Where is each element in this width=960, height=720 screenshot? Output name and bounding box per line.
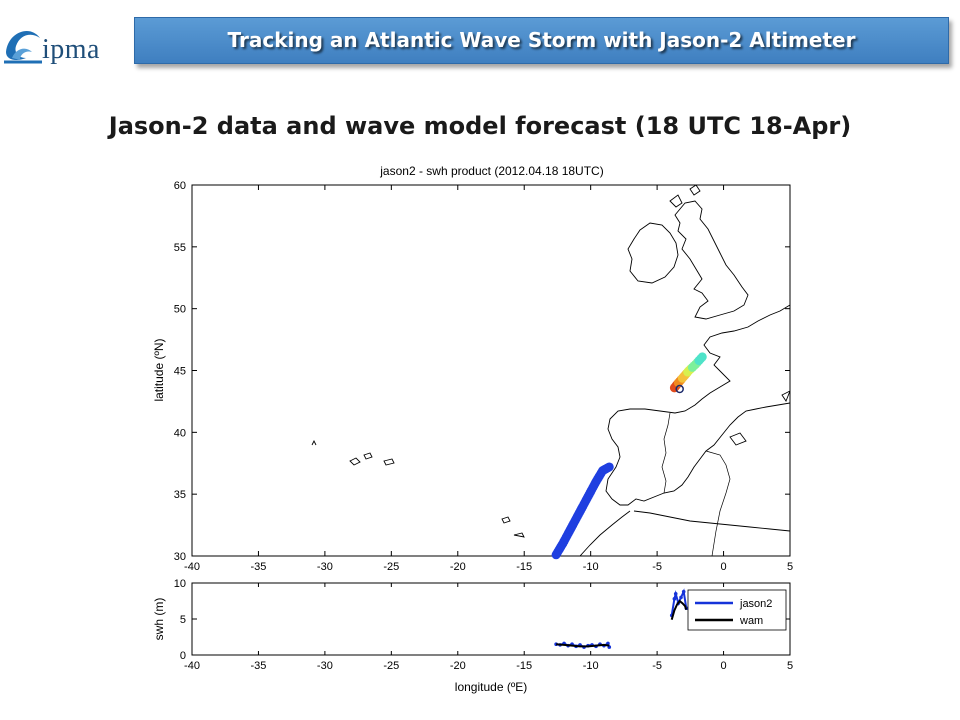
map-x-tick-label: -35 — [250, 561, 266, 573]
swh-y-tick-label: 10 — [174, 578, 186, 590]
track-point-north — [697, 352, 707, 362]
swh-x-tick-label: -40 — [184, 660, 200, 672]
map-y-ticks: 30 35 40 45 50 55 60 — [174, 180, 790, 563]
swh-series — [554, 588, 689, 649]
map-x-tick-label: 0 — [720, 561, 726, 573]
swh-point-jason2 — [673, 592, 678, 596]
island-outline — [689, 185, 701, 196]
map-x-tick-label: 5 — [787, 561, 793, 573]
banner-title: Tracking an Atlantic Wave Storm with Jas… — [227, 28, 856, 52]
legend-jason2-label: jason2 — [739, 598, 772, 610]
swh-x-tick-label: -15 — [516, 660, 532, 672]
map-x-tick-label: -20 — [450, 561, 466, 573]
map-y-tick-label: 35 — [174, 489, 186, 501]
island-outline — [781, 390, 790, 402]
swh-point-jason2 — [672, 597, 677, 601]
azores-outline — [349, 457, 361, 466]
map-y-tick-label: 55 — [174, 242, 186, 254]
map-panel: jason2 - swh product (2012.04.18 18UTC) — [152, 164, 793, 573]
title-banner: Tracking an Atlantic Wave Storm with Jas… — [134, 17, 949, 64]
madeira-outline — [501, 516, 511, 524]
swh-panel: -40 -35 -30 -25 -20 -15 -10 -5 0 5 0 5 10 swh (m) l… — [152, 578, 793, 694]
map-y-tick-label: 60 — [174, 180, 186, 192]
swh-x-tick-label: -25 — [383, 660, 399, 672]
swh-line-wam — [670, 599, 688, 620]
swh-y-ticks: 0 5 10 — [174, 578, 790, 662]
azores-outline — [311, 439, 317, 446]
swh-y-axis-label: swh (m) — [152, 598, 166, 641]
country-border — [661, 412, 671, 494]
continent-coastline — [605, 304, 790, 506]
altimeter-track — [551, 352, 707, 560]
map-x-ticks: -40 -35 -30 -25 -20 -15 -10 -5 0 5 — [184, 185, 793, 573]
swh-x-tick-label: 5 — [787, 660, 793, 672]
figure-svg: jason2 - swh product (2012.04.18 18UTC) — [152, 164, 793, 694]
map-axes-box — [191, 184, 791, 557]
figure: jason2 - swh product (2012.04.18 18UTC) — [130, 155, 810, 705]
map-x-tick-label: -40 — [184, 561, 200, 573]
swh-y-tick-label: 5 — [180, 614, 186, 626]
map-y-tick-label: 40 — [174, 427, 186, 439]
wave-logo-icon — [4, 30, 42, 64]
track-point-south — [604, 462, 614, 472]
map-x-tick-label: -30 — [317, 561, 333, 573]
swh-line-wam — [556, 643, 610, 648]
swh-x-tick-label: -20 — [450, 660, 466, 672]
swh-legend: jason2 wam — [687, 589, 787, 631]
map-x-tick-label: -25 — [383, 561, 399, 573]
swh-point-jason2 — [679, 595, 683, 600]
slide-heading: Jason-2 data and wave model forecast (18… — [108, 112, 852, 140]
ireland-coastline — [627, 222, 679, 284]
swh-x-tick-label: -30 — [317, 660, 333, 672]
swh-x-ticks: -40 -35 -30 -25 -20 -15 -10 -5 0 5 — [184, 583, 793, 672]
africa-coastline — [633, 510, 790, 532]
britain-coastline — [674, 200, 749, 320]
map-y-tick-label: 50 — [174, 304, 186, 316]
map-x-tick-label: -15 — [516, 561, 532, 573]
swh-x-axis-label: longitude (ºE) — [455, 680, 527, 694]
swh-x-tick-label: -10 — [583, 660, 599, 672]
africa-coastline — [579, 510, 631, 556]
map-x-tick-label: -5 — [652, 561, 662, 573]
map-title: jason2 - swh product (2012.04.18 18UTC) — [379, 164, 603, 178]
swh-x-tick-label: -5 — [652, 660, 662, 672]
swh-y-tick-label: 0 — [180, 650, 186, 662]
country-border — [705, 450, 731, 556]
coastlines — [311, 185, 790, 556]
swh-x-tick-label: 0 — [720, 660, 726, 672]
legend-box — [687, 589, 787, 631]
island-outline — [669, 194, 683, 208]
map-y-axis-label: latitude (ºN) — [152, 338, 166, 401]
track-end-marker — [675, 384, 684, 394]
canaries-outline — [513, 532, 525, 538]
map-y-tick-label: 30 — [174, 551, 186, 563]
azores-outline — [383, 458, 395, 466]
swh-x-tick-label: -35 — [250, 660, 266, 672]
swh-point-jason2 — [681, 589, 686, 594]
ipma-logo: ipma — [0, 12, 140, 68]
logo-text: ipma — [42, 34, 100, 65]
island-outline — [729, 432, 747, 446]
map-x-tick-label: -10 — [583, 561, 599, 573]
map-y-tick-label: 45 — [174, 366, 186, 378]
legend-wam-label: wam — [739, 615, 763, 627]
azores-outline — [363, 452, 373, 460]
